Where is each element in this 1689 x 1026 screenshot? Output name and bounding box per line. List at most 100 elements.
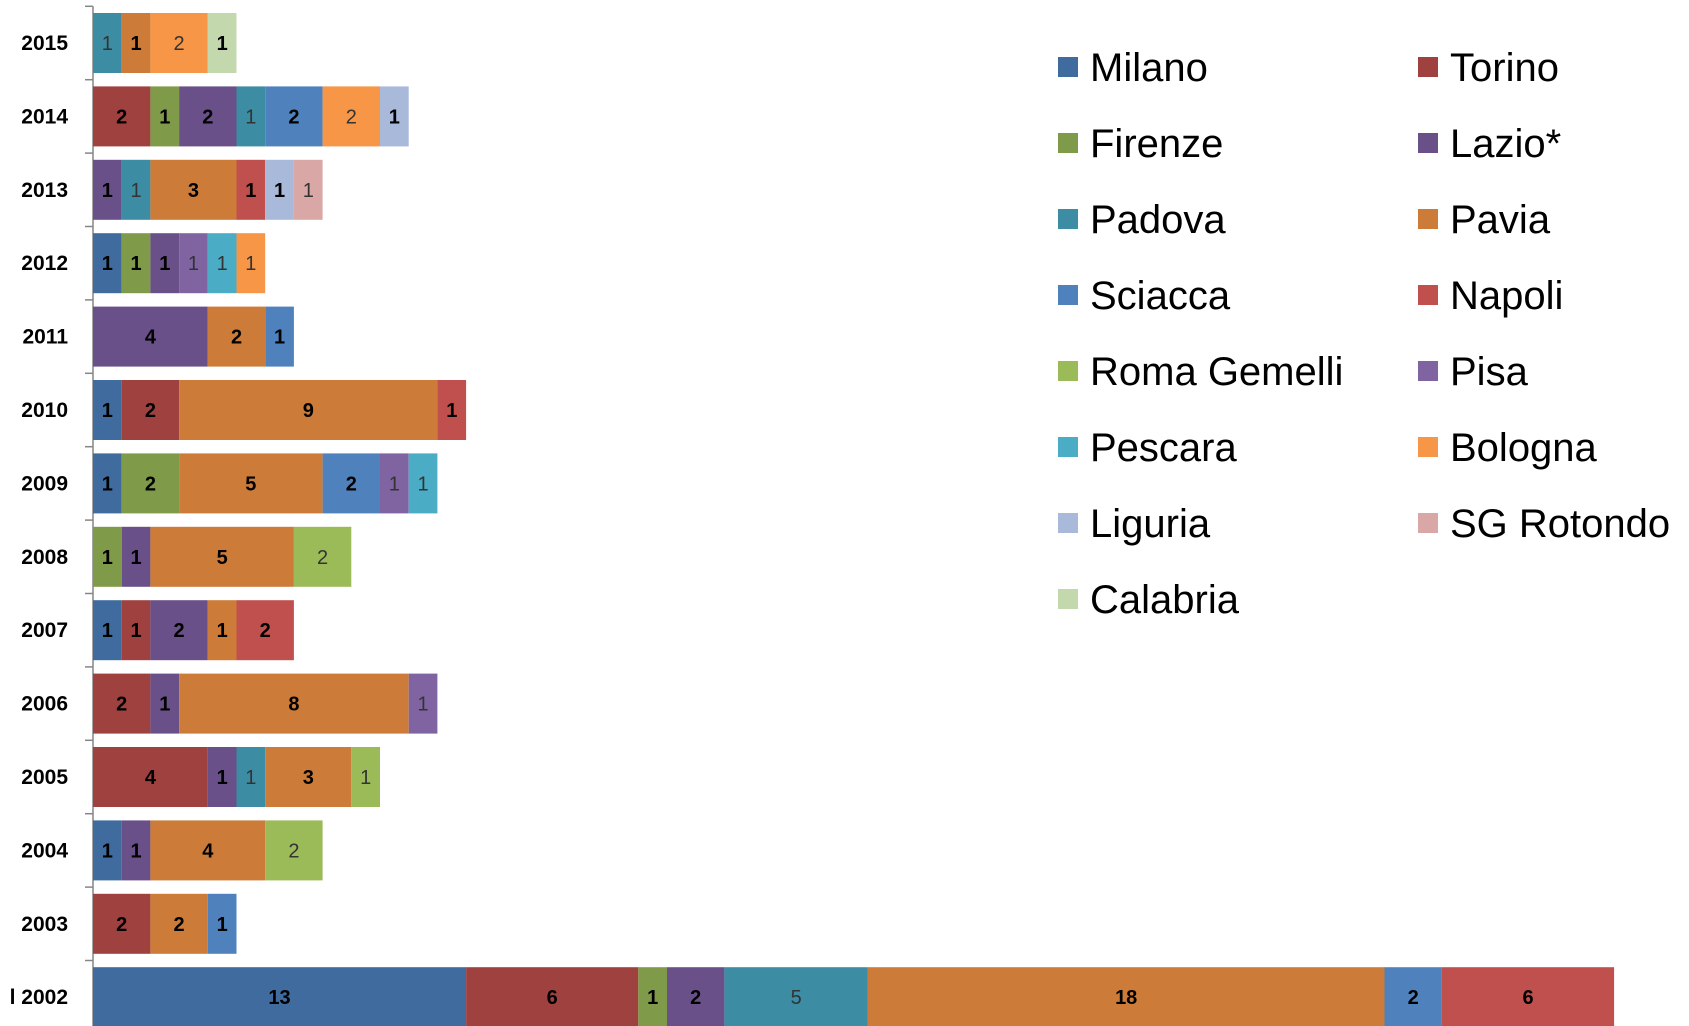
data-label: 2 bbox=[288, 840, 299, 862]
legend-swatch bbox=[1418, 209, 1438, 229]
bar-segment bbox=[351, 747, 380, 807]
bar-segment bbox=[207, 747, 237, 807]
legend-label: Roma Gemelli bbox=[1090, 350, 1343, 394]
bar-segment bbox=[408, 453, 438, 514]
bar-segment bbox=[93, 600, 122, 661]
data-label: 2 bbox=[174, 914, 185, 936]
legend-swatch bbox=[1058, 361, 1078, 381]
data-label: 2 bbox=[202, 106, 213, 128]
bar-segment bbox=[93, 967, 467, 1026]
data-label: 2 bbox=[690, 987, 701, 1009]
data-label: 13 bbox=[268, 987, 290, 1009]
legend-swatch bbox=[1058, 57, 1078, 77]
legend-label: Padova bbox=[1090, 198, 1226, 242]
legend-swatch bbox=[1418, 513, 1438, 533]
bar-segment bbox=[179, 673, 409, 734]
legend-swatch bbox=[1418, 361, 1438, 381]
legend-label: Torino bbox=[1450, 46, 1559, 90]
data-label: 1 bbox=[217, 767, 228, 789]
legend-label: Lazio* bbox=[1450, 122, 1561, 166]
bar-segment bbox=[207, 233, 237, 294]
bar-segment bbox=[236, 747, 266, 807]
bar-segment bbox=[322, 86, 380, 147]
data-label: 1 bbox=[303, 180, 314, 202]
bar-segment bbox=[150, 86, 180, 147]
data-label: 1 bbox=[245, 180, 256, 202]
bar-segment bbox=[293, 526, 352, 587]
data-label: 2 bbox=[145, 400, 156, 422]
legend-item: Roma Gemelli bbox=[1058, 350, 1343, 394]
data-label: 1 bbox=[130, 180, 141, 202]
data-label: 1 bbox=[159, 106, 170, 128]
data-label: 2 bbox=[317, 547, 328, 569]
bar-segment bbox=[207, 306, 266, 367]
category-tick-label: 2005 bbox=[21, 766, 68, 789]
bar-segment bbox=[150, 893, 208, 954]
data-label: 1 bbox=[245, 767, 256, 789]
bar-segment bbox=[236, 86, 266, 147]
legend-swatch bbox=[1058, 133, 1078, 153]
data-label: 5 bbox=[791, 987, 802, 1009]
data-label: 1 bbox=[360, 767, 371, 789]
category-tick-label: 2008 bbox=[21, 546, 68, 569]
data-label: 1 bbox=[102, 547, 113, 569]
category-tick-label: 2015 bbox=[21, 32, 68, 55]
bar-segment bbox=[437, 380, 467, 440]
legend-item: SG Rotondo bbox=[1418, 502, 1670, 546]
data-label: 1 bbox=[417, 694, 428, 716]
data-label: 1 bbox=[102, 180, 113, 202]
category-labels: 2015 2014 2013 2012 2011 2010 2009 2008 2007 2006… bbox=[10, 32, 69, 1009]
bar-segment bbox=[150, 673, 180, 734]
legend-item: Pescara bbox=[1058, 426, 1237, 470]
data-label: 4 bbox=[145, 327, 157, 349]
bar-segment bbox=[638, 967, 667, 1026]
data-label: 9 bbox=[303, 400, 314, 422]
legend-label: Pisa bbox=[1450, 350, 1529, 394]
bar-segment bbox=[121, 380, 180, 440]
data-label: 1 bbox=[102, 400, 113, 422]
data-label: 1 bbox=[647, 987, 658, 1009]
legend-swatch bbox=[1418, 133, 1438, 153]
bar-segment bbox=[179, 233, 208, 294]
category-tick-label: 2003 bbox=[21, 913, 68, 936]
bar-segment bbox=[236, 600, 294, 661]
legend-item: Padova bbox=[1058, 198, 1226, 242]
legend-item: Firenze bbox=[1058, 122, 1223, 166]
data-label: 18 bbox=[1115, 987, 1137, 1009]
data-label: 2 bbox=[288, 106, 299, 128]
bar-segment bbox=[207, 893, 237, 954]
data-label: 1 bbox=[188, 253, 199, 275]
legend-label: Pescara bbox=[1090, 426, 1237, 470]
bar-segment bbox=[150, 233, 180, 294]
bar-segment bbox=[236, 233, 266, 294]
category-tick-label: 2014 bbox=[21, 105, 68, 128]
legend-swatch bbox=[1418, 57, 1438, 77]
legend-item: Milano bbox=[1058, 46, 1208, 90]
bar-segment bbox=[150, 159, 237, 220]
legend-label: Bologna bbox=[1450, 426, 1598, 470]
bar-segment bbox=[1441, 967, 1615, 1026]
data-label: 2 bbox=[174, 620, 185, 642]
bar-segment bbox=[179, 86, 237, 147]
legend-item: Lazio* bbox=[1418, 122, 1561, 166]
legend-item: Bologna bbox=[1418, 426, 1598, 470]
data-label: 6 bbox=[547, 987, 558, 1009]
legend-label: Calabria bbox=[1090, 578, 1240, 622]
data-label: 2 bbox=[260, 620, 271, 642]
data-label: 2 bbox=[116, 914, 127, 936]
data-label: 1 bbox=[446, 400, 457, 422]
bar-segment bbox=[93, 306, 208, 367]
bar-segment bbox=[466, 967, 639, 1026]
bar-segment bbox=[207, 13, 237, 73]
bar-segment bbox=[236, 159, 266, 220]
data-label: 2 bbox=[116, 694, 127, 716]
legend-label: Napoli bbox=[1450, 274, 1563, 318]
category-tick-label: 2013 bbox=[21, 179, 68, 202]
category-tick-label: 2011 bbox=[22, 326, 68, 349]
bar-segment bbox=[121, 13, 151, 73]
data-label: 1 bbox=[130, 33, 141, 55]
data-label: 2 bbox=[231, 327, 242, 349]
legend-label: SG Rotondo bbox=[1450, 502, 1670, 546]
bar-segment bbox=[93, 526, 122, 587]
